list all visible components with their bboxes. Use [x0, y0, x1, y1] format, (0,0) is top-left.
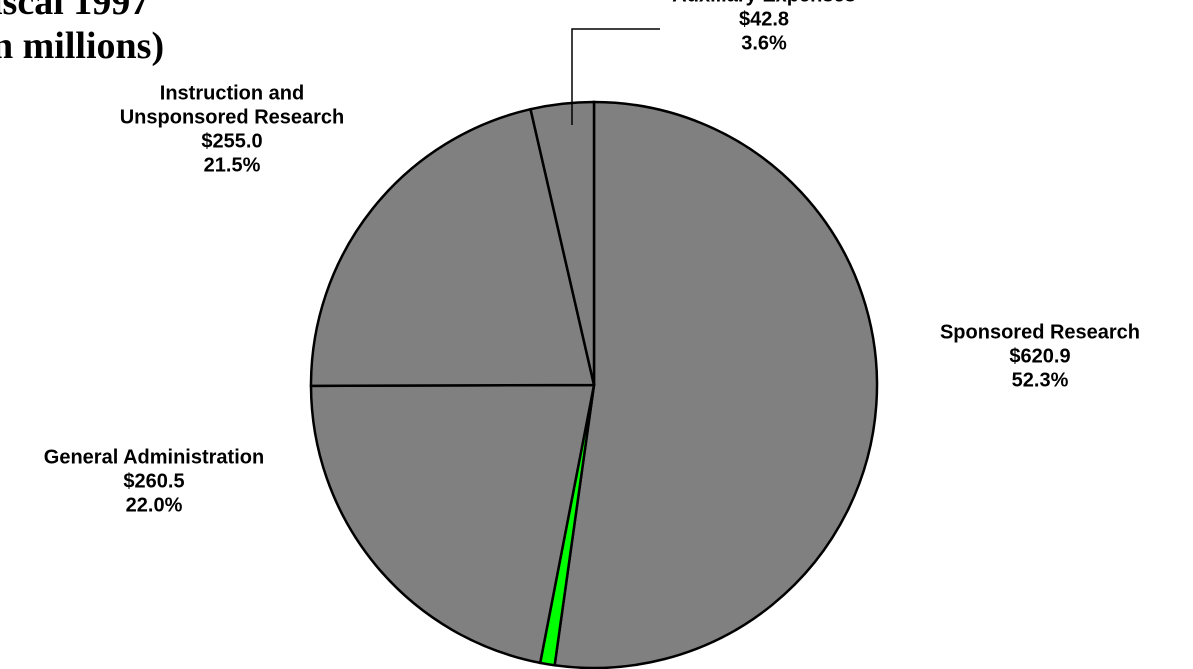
leader-line [571, 28, 660, 125]
slice-percent-label: 22.0% [126, 494, 183, 516]
pie-slice [553, 100, 879, 669]
slice-name-label: Unsponsored Research [120, 106, 345, 128]
slice-value-label: $255.0 [201, 130, 262, 152]
slice-name-label: Auxiliary Expenses [672, 0, 855, 6]
slice-name-label: Instruction and [160, 82, 304, 104]
chart-title-line: n millions) [0, 25, 164, 67]
chart-title-line: iscal 1997 [0, 0, 149, 23]
pie-slice [309, 383, 596, 665]
slice-name-label: Sponsored Research [940, 321, 1140, 343]
pie-slice [529, 100, 596, 386]
pie-slices [309, 100, 879, 669]
slice-value-label: $260.5 [123, 470, 184, 492]
leader-lines [571, 28, 660, 125]
slice-labels: Sponsored Research$620.952.3% General Adm… [44, 0, 1140, 516]
slice-percent-label: 3.6% [741, 32, 787, 54]
pie-slice [309, 107, 596, 388]
slice-value-label: $620.9 [1009, 345, 1070, 367]
slice-name-label: General Administration [44, 446, 264, 468]
slice-percent-label: 21.5% [204, 154, 261, 176]
slice-value-label: $42.8 [739, 8, 789, 30]
slice-percent-label: 52.3% [1012, 369, 1069, 391]
